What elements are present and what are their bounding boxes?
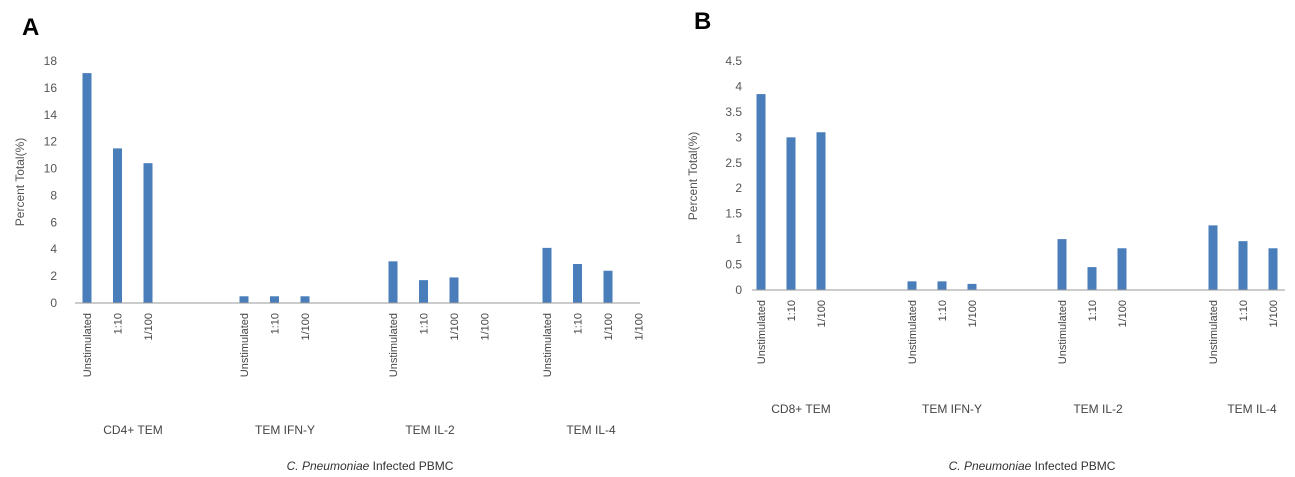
x-axis-title-rest: Infected PBMC	[369, 459, 453, 473]
category-label: 1/100	[449, 313, 461, 341]
bar	[907, 281, 917, 290]
bar	[967, 283, 977, 290]
y-axis-title: Percent Total(%)	[13, 138, 27, 226]
bar	[113, 148, 122, 303]
bar	[270, 296, 279, 303]
y-tick-label: 8	[50, 188, 57, 202]
bar	[300, 296, 310, 303]
category-label: 1/100	[1117, 300, 1129, 328]
category-label: Unstimulated	[388, 313, 400, 377]
category-label: 1:10	[113, 313, 125, 334]
category-label: 1:10	[786, 300, 798, 321]
panel-a-letter: A	[22, 14, 40, 41]
group-label: TEM IFN-Y	[255, 423, 315, 437]
y-tick-label: 0	[50, 296, 57, 310]
y-tick-label: 2	[735, 181, 742, 195]
category-label: Unstimulated	[907, 300, 919, 364]
category-label: 1/100	[143, 313, 155, 341]
y-tick-label: 14	[44, 108, 58, 122]
bar	[573, 264, 582, 303]
group-label: TEM IL-2	[1073, 402, 1123, 416]
x-axis-title-italic: C. Pneumoniae	[949, 459, 1032, 473]
bar	[419, 280, 428, 303]
bar	[82, 73, 92, 303]
category-label: 1/100	[967, 300, 979, 328]
category-label: 1/100	[480, 313, 492, 341]
y-tick-label: 16	[44, 81, 58, 95]
y-tick-label: 12	[44, 135, 58, 149]
category-label: 1:10	[419, 313, 431, 334]
category-label: 1/100	[603, 313, 615, 341]
bar	[239, 296, 249, 303]
category-label: 1:10	[573, 313, 585, 334]
bar	[1268, 248, 1278, 290]
chart-b: 0 0.5 1 1.5 2 2.5 3 3.5 4 4.5 Percent Total(%) Unst…	[686, 54, 1285, 473]
category-label: 1:10	[270, 313, 282, 334]
category-label: 1:10	[1238, 300, 1250, 321]
bar	[816, 132, 826, 290]
chart-a: 0 2 4 6 8 10 12 14 16 18 Percent Total(%) Unstimula…	[13, 54, 646, 473]
category-label: Unstimulated	[756, 300, 768, 364]
bar	[756, 94, 766, 290]
bar	[449, 277, 459, 303]
bar	[143, 163, 153, 303]
category-label: Unstimulated	[1208, 300, 1220, 364]
y-axis-title: Percent Total(%)	[686, 132, 700, 220]
bar	[1208, 225, 1218, 290]
y-tick-label: 2	[50, 269, 57, 283]
category-label: 1/100	[634, 313, 646, 341]
panel-b: B 0 0.5 1 1.5 2 2.5 3 3.5 4 4.5 Percent Total(%) Un…	[660, 0, 1295, 477]
y-tick-label: 10	[44, 162, 58, 176]
y-tick-label: 0	[735, 283, 742, 297]
group-label: TEM IL-4	[566, 423, 616, 437]
bar	[1057, 239, 1067, 290]
bar	[603, 270, 613, 303]
y-tick-label: 1.5	[725, 207, 742, 221]
y-tick-label: 4.5	[725, 54, 742, 68]
category-label: 1/100	[1268, 300, 1280, 328]
category-label: 1/100	[300, 313, 312, 341]
y-tick-label: 2.5	[725, 156, 742, 170]
bar	[388, 261, 398, 303]
y-tick-label: 18	[44, 54, 58, 68]
group-label: CD4+ TEM	[103, 423, 162, 437]
category-label: 1:10	[937, 300, 949, 321]
y-tick-label: 4	[50, 242, 57, 256]
group-label: TEM IL-2	[405, 423, 455, 437]
x-axis-title: C. Pneumoniae Infected PBMC	[287, 459, 454, 473]
x-axis-title-italic: C. Pneumoniae	[287, 459, 370, 473]
bar	[542, 247, 552, 303]
category-label: Unstimulated	[1057, 300, 1069, 364]
y-tick-label: 1	[735, 232, 742, 246]
group-label: TEM IFN-Y	[922, 402, 982, 416]
bar	[1238, 241, 1248, 290]
y-tick-label: 0.5	[725, 258, 742, 272]
bar	[786, 137, 796, 290]
group-label: TEM IL-4	[1227, 402, 1277, 416]
category-label: 1:10	[1087, 300, 1099, 321]
group-label: CD8+ TEM	[771, 402, 830, 416]
y-tick-label: 3.5	[725, 105, 742, 119]
category-label: Unstimulated	[239, 313, 251, 377]
y-tick-label: 6	[50, 215, 57, 229]
y-tick-label: 4	[735, 79, 742, 93]
x-axis-title: C. Pneumoniae Infected PBMC	[949, 459, 1116, 473]
bar	[937, 281, 947, 290]
bar	[1117, 248, 1127, 290]
x-axis-title-rest: Infected PBMC	[1031, 459, 1115, 473]
bar	[1087, 267, 1097, 290]
y-tick-label: 3	[735, 130, 742, 144]
panel-b-letter: B	[694, 8, 712, 35]
category-label: Unstimulated	[82, 313, 94, 377]
category-label: 1/100	[816, 300, 828, 328]
category-label: Unstimulated	[542, 313, 554, 377]
panel-a: A 0 2 4 6 8 10 12 14 16 18 Percent Total(%) Unstimu…	[13, 14, 646, 473]
